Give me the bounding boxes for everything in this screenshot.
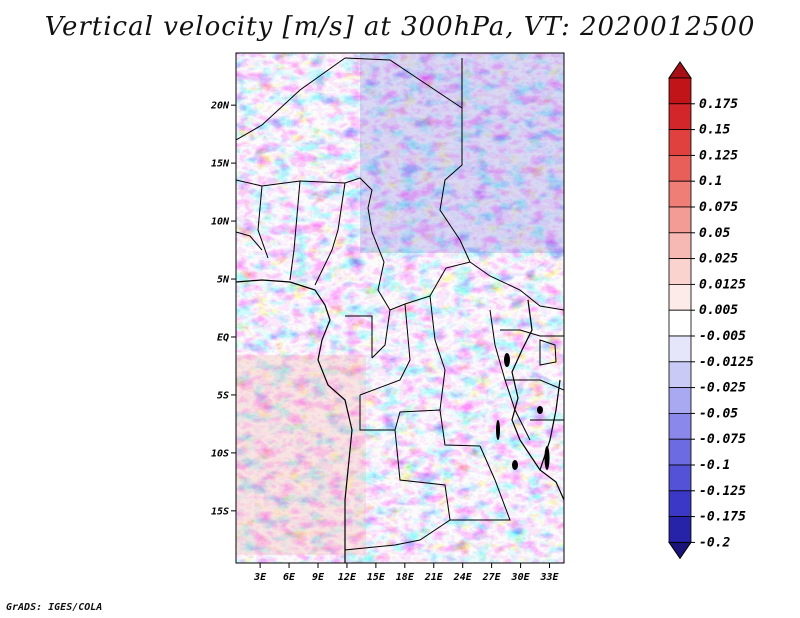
lon-tick-label: 33E bbox=[539, 572, 559, 583]
lat-tick-label: 10S bbox=[211, 448, 229, 459]
colorbar-swatch bbox=[668, 335, 692, 363]
colorbar-swatch bbox=[668, 206, 692, 234]
colorbar-label: 0.175 bbox=[699, 97, 738, 112]
colorbar-swatch bbox=[668, 129, 692, 156]
colorbar-swatch bbox=[668, 180, 692, 208]
lon-tick-label: 24E bbox=[453, 572, 473, 583]
colorbar-label: 0.025 bbox=[699, 252, 738, 267]
colorbar-top-arrow bbox=[668, 61, 692, 79]
colorbar-label: 0.0125 bbox=[699, 277, 746, 292]
lon-tick-label: 18E bbox=[396, 572, 415, 583]
colorbar: 0.175 0.15 0.125 0.1 0.075 0.05 0.025 0.0125 0.0… bbox=[668, 61, 754, 560]
colorbar-swatch bbox=[668, 490, 692, 517]
colorbar-swatch bbox=[668, 103, 692, 131]
lon-tick-label: 30E bbox=[511, 572, 531, 583]
map-panel: 20N 15N 10N 5N EQ 5S 10S 15S 3E 6E 9E 12E 15E 18E 21E… bbox=[210, 52, 565, 583]
lon-tick-label: 21E bbox=[424, 572, 444, 583]
colorbar-bottom-arrow bbox=[668, 541, 692, 560]
map-frame bbox=[235, 52, 565, 564]
lat-tick-label: 5S bbox=[217, 390, 229, 401]
lon-tick-label: 12E bbox=[338, 572, 357, 583]
colorbar-swatch bbox=[668, 412, 692, 440]
colorbar-swatch bbox=[668, 232, 692, 260]
lakes bbox=[496, 353, 550, 470]
page-title: Vertical velocity [m/s] at 300hPa, VT: 2… bbox=[44, 12, 756, 42]
latitude-axis: 20N 15N 10N 5N EQ 5S 10S 15S bbox=[210, 101, 236, 517]
colorbar-label: -0.05 bbox=[699, 406, 738, 421]
colorbar-swatch bbox=[668, 438, 692, 466]
lon-tick-label: 6E bbox=[283, 572, 296, 583]
lon-tick-label: 3E bbox=[253, 572, 267, 583]
colorbar-swatch bbox=[668, 283, 692, 311]
colorbar-swatch bbox=[668, 258, 692, 285]
lat-tick-label: 5N bbox=[217, 275, 230, 286]
colorbar-label: 0.05 bbox=[699, 226, 730, 241]
lon-tick-label: 27E bbox=[482, 572, 502, 583]
colorbar-label: 0.1 bbox=[699, 174, 722, 189]
lon-tick-label: 15E bbox=[367, 572, 386, 583]
lat-tick-label: EQ bbox=[217, 332, 229, 343]
colorbar-label: 0.075 bbox=[699, 200, 738, 215]
longitude-axis: 3E 6E 9E 12E 15E 18E 21E 24E 27E 30E 33E bbox=[253, 563, 560, 583]
colorbar-label: -0.125 bbox=[699, 484, 746, 499]
lat-tick-label: 15S bbox=[211, 506, 229, 517]
colorbar-swatch bbox=[668, 309, 692, 337]
colorbar-label: 0.15 bbox=[699, 123, 730, 138]
colorbar-swatch bbox=[668, 464, 692, 492]
colorbar-swatch bbox=[668, 516, 692, 543]
lon-tick-label: 9E bbox=[312, 572, 325, 583]
colorbar-label: -0.005 bbox=[699, 329, 746, 344]
colorbar-label: -0.175 bbox=[699, 510, 746, 525]
map-figure: 20N 15N 10N 5N EQ 5S 10S 15S 3E 6E 9E 12E 15E 18E 21E… bbox=[210, 52, 754, 583]
colorbar-label: -0.025 bbox=[699, 381, 746, 396]
lat-tick-label: 15N bbox=[211, 159, 230, 170]
colorbar-label: 0.125 bbox=[699, 148, 738, 163]
colorbar-label: -0.1 bbox=[699, 458, 730, 473]
colorbar-swatch bbox=[668, 154, 692, 182]
lat-tick-label: 20N bbox=[210, 101, 230, 112]
colorbar-label: -0.0125 bbox=[699, 355, 754, 370]
colorbar-swatch bbox=[668, 77, 692, 105]
colorbar-swatch bbox=[668, 361, 692, 388]
lat-tick-label: 10N bbox=[211, 217, 230, 228]
colorbar-label: -0.2 bbox=[699, 535, 730, 550]
colorbar-swatch bbox=[668, 387, 692, 414]
positive-region-shade bbox=[236, 355, 366, 555]
colorbar-label: -0.075 bbox=[699, 432, 746, 447]
grads-credit: GrADS: IGES/COLA bbox=[6, 602, 103, 613]
colorbar-label: 0.005 bbox=[699, 303, 738, 318]
country-borders bbox=[236, 57, 564, 563]
